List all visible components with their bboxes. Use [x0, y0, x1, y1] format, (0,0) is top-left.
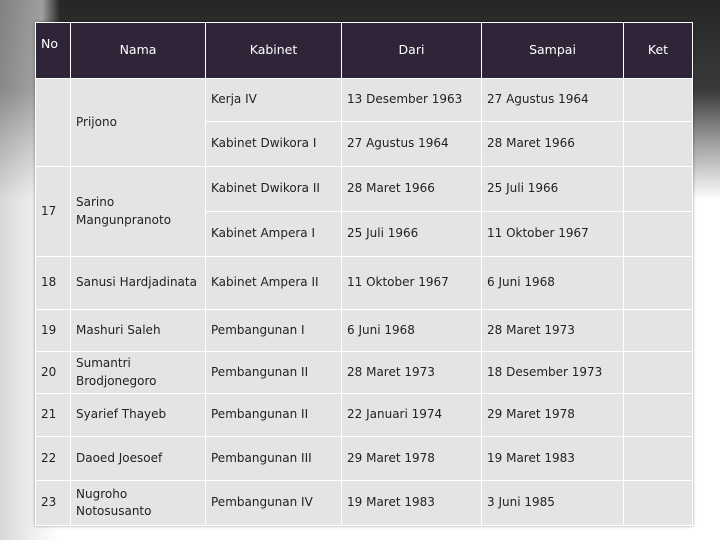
no-cell: 19: [35, 309, 71, 352]
note-cell: [623, 309, 693, 352]
until-cell: 29 Maret 1978: [481, 393, 624, 437]
note-cell: [623, 436, 693, 481]
from-cell: 25 Juli 1966: [341, 211, 482, 257]
until-cell: 6 Juni 1968: [481, 256, 624, 310]
name-cell: Sarino Mangunpranoto: [70, 166, 206, 257]
from-cell: 13 Desember 1963: [341, 78, 482, 122]
until-cell: 19 Maret 1983: [481, 436, 624, 481]
cabinet-cell: Kabinet Ampera II: [205, 256, 342, 310]
minister-table: No Nama Kabinet Dari Sampai Ket Prijono Kerja …: [35, 22, 693, 526]
cabinet-cell: Pembangunan I: [205, 309, 342, 352]
name-cell: Daoed Joesoef: [70, 436, 206, 481]
from-cell: 28 Maret 1973: [341, 351, 482, 394]
note-cell: [623, 78, 693, 122]
note-cell: [623, 121, 693, 167]
until-cell: 28 Maret 1973: [481, 309, 624, 352]
name-cell: Sanusi Hardjadinata: [70, 256, 206, 310]
cabinet-cell: Pembangunan II: [205, 393, 342, 437]
note-cell: [623, 256, 693, 310]
header-cell: Dari: [341, 22, 482, 79]
from-cell: 22 Januari 1974: [341, 393, 482, 437]
table-row: 17 Sarino Mangunpranoto Kabinet Dwikora II…: [35, 166, 693, 257]
table-row: 23 Nugroho Notosusanto Pembangunan IV 19 Ma…: [35, 480, 693, 526]
until-cell: 3 Juni 1985: [481, 480, 624, 526]
name-cell: Prijono: [70, 78, 206, 167]
note-cell: [623, 166, 693, 212]
from-cell: 11 Oktober 1967: [341, 256, 482, 310]
no-cell: [35, 78, 71, 167]
note-cell: [623, 393, 693, 437]
cabinet-cell: Kabinet Dwikora I: [205, 121, 342, 167]
name-cell: Sumantri Brodjonegoro: [70, 351, 206, 394]
from-cell: 29 Maret 1978: [341, 436, 482, 481]
header-row: No Nama Kabinet Dari Sampai Ket: [35, 22, 693, 79]
name-cell: Mashuri Saleh: [70, 309, 206, 352]
header-cell: Sampai: [481, 22, 624, 79]
no-cell: 20: [35, 351, 71, 394]
note-cell: [623, 211, 693, 257]
table-body: Prijono Kerja IV 13 Desember 1963 27 Agustu…: [35, 78, 693, 526]
header-cell: Kabinet: [205, 22, 342, 79]
name-cell: Syarief Thayeb: [70, 393, 206, 437]
no-cell: 22: [35, 436, 71, 481]
until-cell: 11 Oktober 1967: [481, 211, 624, 257]
from-cell: 19 Maret 1983: [341, 480, 482, 526]
header-cell: Nama: [70, 22, 206, 79]
note-cell: [623, 480, 693, 526]
table-row: 21 Syarief Thayeb Pembangunan II 22 Januari…: [35, 393, 693, 437]
cabinet-cell: Kabinet Dwikora II: [205, 166, 342, 212]
table-row: 22 Daoed Joesoef Pembangunan III 29 Maret 1…: [35, 436, 693, 481]
until-cell: 18 Desember 1973: [481, 351, 624, 394]
from-cell: 27 Agustus 1964: [341, 121, 482, 167]
table-row: Kabinet Ampera I 25 Juli 1966 11 Oktober 1…: [36, 211, 693, 257]
table-row: 20 Sumantri Brodjonegoro Pembangunan II 28 …: [35, 351, 693, 394]
cabinet-cell: Pembangunan II: [205, 351, 342, 394]
cabinet-cell: Pembangunan III: [205, 436, 342, 481]
no-cell: 23: [35, 480, 71, 526]
cabinet-cell: Kerja IV: [205, 78, 342, 122]
name-cell: Nugroho Notosusanto: [70, 480, 206, 526]
no-cell: 21: [35, 393, 71, 437]
no-cell: 18: [35, 256, 71, 310]
until-cell: 25 Juli 1966: [481, 166, 624, 212]
no-cell: 17: [35, 166, 71, 257]
header-cell: Ket: [623, 22, 693, 79]
cabinet-cell: Pembangunan IV: [205, 480, 342, 526]
note-cell: [623, 351, 693, 394]
table-row: 18 Sanusi Hardjadinata Kabinet Ampera II 11…: [35, 256, 693, 310]
until-cell: 28 Maret 1966: [481, 121, 624, 167]
table-row: Prijono Kerja IV 13 Desember 1963 27 Agustu…: [35, 78, 693, 167]
from-cell: 6 Juni 1968: [341, 309, 482, 352]
cabinet-cell: Kabinet Ampera I: [205, 211, 342, 257]
table-row: Kabinet Dwikora I 27 Agustus 1964 28 Maret…: [36, 121, 693, 167]
until-cell: 27 Agustus 1964: [481, 78, 624, 122]
from-cell: 28 Maret 1966: [341, 166, 482, 212]
header-cell: No: [35, 22, 71, 79]
